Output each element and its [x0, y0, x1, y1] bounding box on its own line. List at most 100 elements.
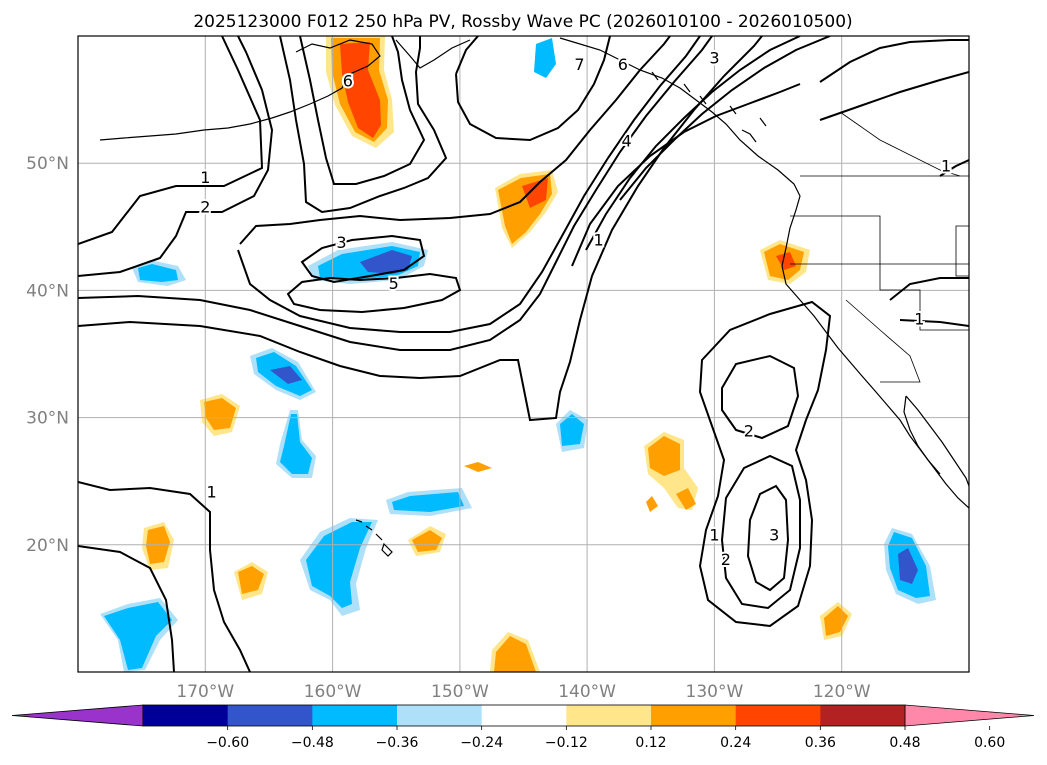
contour-pv-trough-outer	[78, 36, 763, 422]
contour-label-16: 1	[914, 309, 924, 328]
contour-pv-east-4	[585, 36, 801, 251]
contour-label-4: 6	[343, 72, 353, 91]
contour-pv-1-southwest	[78, 481, 251, 672]
anomaly-negative-far-east-peak	[898, 548, 918, 584]
colorbar-extend-under	[11, 704, 144, 727]
contour-pv-2-west	[78, 36, 274, 277]
contour-label-9: 1	[594, 231, 604, 250]
contour-label-5: 7	[574, 55, 584, 74]
colorbar-tick-label-5: 0.12	[635, 735, 666, 751]
anomaly-negative-west-pacific-peak	[360, 250, 412, 274]
colorbar-swatch-5	[566, 705, 652, 726]
anomaly-positive-small-west-core	[204, 398, 236, 430]
anomaly-negative-hawaii-core	[306, 522, 372, 608]
lon-tick-labels: 170°W 160°W 150°W 140°W 130°W 120°W	[176, 682, 870, 702]
anomaly-positive-hawaii-east-core	[412, 530, 442, 552]
lon-label-120w: 120°W	[813, 682, 871, 702]
anomaly-negative-subtropics-peak	[270, 366, 302, 384]
contour-pv-2-south-lower	[720, 454, 801, 610]
contour-pv-southwest-inner	[78, 545, 175, 672]
colorbar-tick-label-3: −0.24	[460, 735, 503, 751]
contour-label-1: 2	[200, 197, 210, 216]
colorbar-tick-label-9: 0.60	[974, 735, 1005, 751]
lat-label-40n: 40°N	[26, 281, 69, 301]
contour-label-14: 3	[769, 526, 779, 545]
coastline-alaska	[99, 39, 381, 141]
contour-pv-3-south	[746, 484, 790, 592]
contour-pv-1-west	[78, 36, 264, 245]
gridlines	[78, 36, 969, 672]
colorbar-swatch-2	[312, 705, 398, 726]
anomaly-negative-east-pacific-core	[560, 414, 584, 446]
contour-pv-closed-3	[300, 234, 426, 284]
colorbar-tick-label-8: 0.48	[889, 735, 920, 751]
contour-pv-1-south-outer	[698, 300, 832, 628]
contour-label-7: 3	[709, 49, 719, 68]
lon-label-140w: 140°W	[558, 682, 616, 702]
contour-pv-east-1	[571, 83, 801, 267]
contour-pv-alaska-6	[279, 36, 448, 214]
colorbar-swatch-0	[143, 705, 229, 726]
coastline-hawaii	[355, 519, 393, 557]
contour-label-15: 1	[941, 157, 951, 176]
colorbar-tick-label-2: −0.36	[376, 735, 419, 751]
contour-label-6: 6	[618, 55, 628, 74]
colorbar: −0.60 −0.48 −0.36 −0.24 −0.12 0.12 0.24 0.36 0.4…	[11, 704, 1035, 751]
colorbar-tick-label-6: 0.24	[720, 735, 751, 751]
contour-pv-closed-5	[286, 272, 462, 314]
contour-pv-north-lobe	[455, 36, 611, 142]
contour-label-11: 2	[744, 421, 754, 440]
anomaly-positive-tiny-a	[464, 462, 492, 472]
lon-label-170w: 170°W	[176, 682, 234, 702]
colorbar-swatch-7	[735, 705, 821, 726]
colorbar-swatch-8	[820, 705, 906, 726]
contour-label-10: 1	[207, 482, 217, 501]
colorbar-tick-label-7: 0.36	[805, 735, 836, 751]
lat-label-20n: 20°N	[26, 536, 69, 556]
lat-label-30n: 30°N	[26, 409, 69, 429]
contour-pv-east-coast-1	[889, 159, 969, 327]
contour-pv-east-far	[819, 39, 969, 121]
lat-tick-labels: 20°N 30°N 40°N 50°N	[26, 154, 69, 556]
colorbar-tick-label-0: −0.60	[206, 735, 249, 751]
lon-label-130w: 130°W	[686, 682, 744, 702]
coastline-alaska-south	[395, 37, 969, 509]
map-frame	[77, 35, 970, 673]
contour-pv-alaska-7	[299, 36, 426, 185]
contour-label-8: 4	[622, 131, 632, 150]
contour-pv-trough-inner-1	[78, 36, 713, 351]
colorbar-swatch-3	[397, 705, 483, 726]
anomaly-negative-north-inlet	[534, 38, 556, 78]
anomaly-positive-south-center-core	[494, 636, 536, 672]
contour-label-2: 3	[336, 233, 346, 252]
anomaly-negative-dateline-core	[138, 264, 178, 282]
anomaly-negative-stem-core	[280, 414, 312, 474]
colorbar-extend-over	[904, 704, 1035, 727]
contour-pv-trough-inner-2	[239, 36, 671, 245]
contour-label-12: 1	[709, 526, 719, 545]
anomaly-negative-southwest-b-core	[104, 602, 172, 670]
anomaly-negative-southwest-a-core	[392, 492, 464, 512]
colorbar-tick-label-4: −0.12	[545, 735, 588, 751]
anomaly-positive-coast-peak	[776, 252, 796, 270]
contour-pv-trough-inner-3	[237, 36, 701, 333]
contour-pv-east-3	[619, 36, 831, 201]
lon-label-160w: 160°W	[304, 682, 362, 702]
map-background	[78, 36, 969, 672]
colorbar-swatch-6	[651, 705, 737, 726]
colorbar-swatch-4	[481, 705, 567, 726]
lon-label-150w: 150°W	[431, 682, 489, 702]
coastlines	[99, 37, 969, 557]
contour-label-3: 5	[389, 274, 399, 293]
anomaly-positive-tiny-b	[646, 496, 658, 512]
colorbar-tick-label-1: −0.48	[291, 735, 334, 751]
pv-contours	[78, 36, 969, 672]
anomaly-positive-north-pacific-peak	[522, 178, 548, 208]
colorbar-frame	[142, 704, 906, 727]
contour-label-13: 2	[721, 550, 731, 569]
contour-label-0: 1	[200, 168, 210, 187]
colorbar-swatch-1	[227, 705, 313, 726]
